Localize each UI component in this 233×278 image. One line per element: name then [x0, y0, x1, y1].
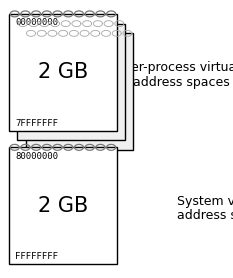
Bar [17, 24, 125, 140]
Text: FFFFFFFF: FFFFFFFF [15, 252, 58, 261]
Text: 80000000: 80000000 [15, 152, 58, 160]
Bar [9, 147, 116, 264]
Bar [9, 14, 116, 131]
Text: 00000000: 00000000 [15, 18, 58, 27]
Text: 2 GB: 2 GB [38, 62, 88, 82]
Bar [26, 33, 133, 150]
Text: 7FFFFFFF: 7FFFFFFF [15, 119, 58, 128]
Text: 2 GB: 2 GB [38, 196, 88, 216]
Text: Per-process virtual
address spaces: Per-process virtual address spaces [124, 61, 233, 89]
Text: System virtual
address space: System virtual address space [177, 195, 233, 222]
